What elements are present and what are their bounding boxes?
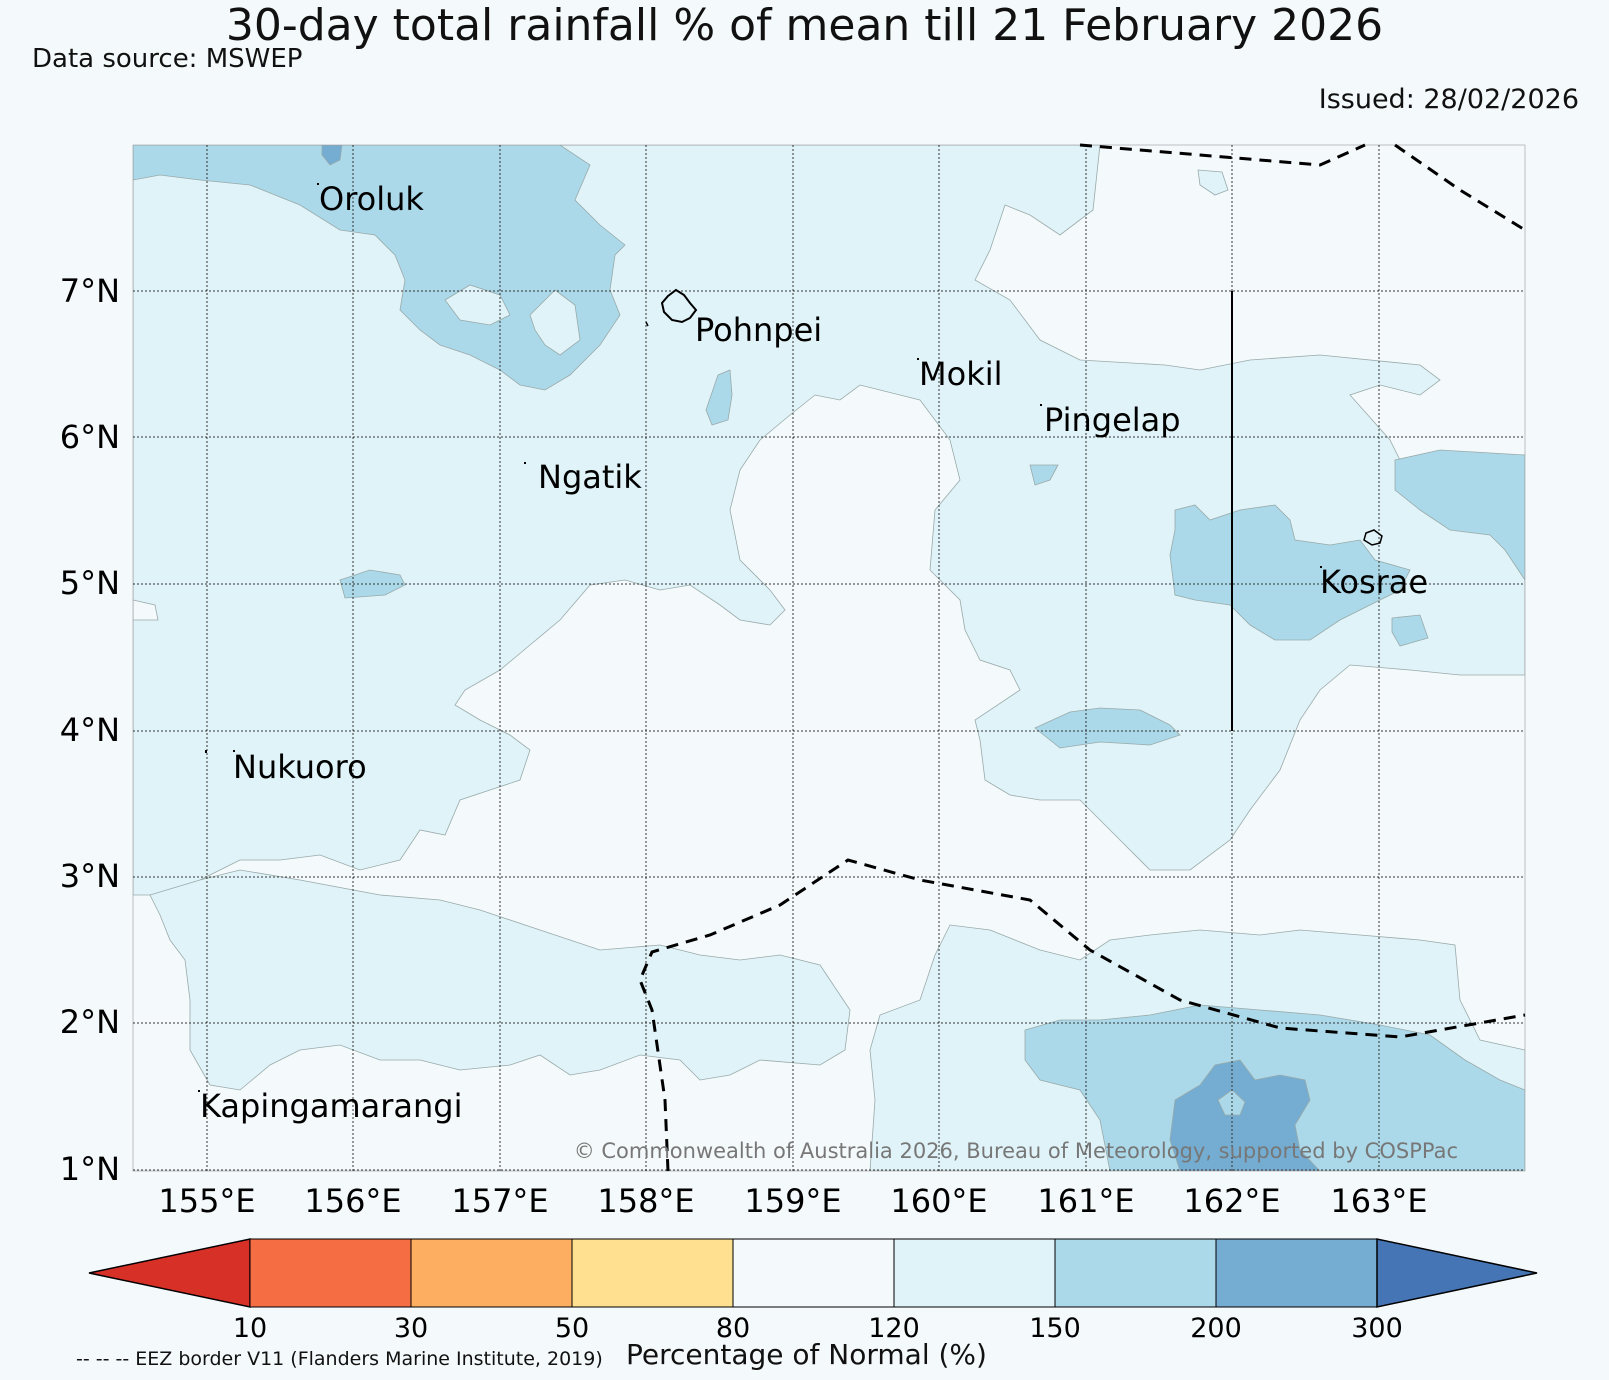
- place-marker: [524, 462, 526, 464]
- eez-legend-note: -- -- -- EEZ border V11 (Flanders Marine…: [76, 1348, 603, 1370]
- contour-120-150-west-speck: [133, 599, 159, 621]
- place-marker: [198, 1090, 200, 1092]
- colorbar-tick-label: 200: [1190, 1313, 1242, 1344]
- latitude-labels: 7°N 6°N 5°N 4°N 3°N 2°N 1°N: [60, 272, 120, 1188]
- longitude-labels: 155°E 156°E 157°E 158°E 159°E 160°E 161°…: [158, 1182, 1427, 1220]
- colorbar-tick-label: 120: [868, 1313, 920, 1344]
- place-markers: [198, 183, 1322, 1092]
- colorbar-tick-label: 10: [233, 1313, 267, 1344]
- lon-label: 158°E: [597, 1182, 694, 1220]
- colorbar-tick-label: 300: [1351, 1313, 1403, 1344]
- contour-120-150-north-speck: [1197, 169, 1229, 196]
- eez-border-south: [638, 858, 1526, 1172]
- lon-label: 157°E: [451, 1182, 548, 1220]
- place-label-ngatik: Ngatik: [538, 458, 642, 496]
- place-label-oroluk: Oroluk: [319, 180, 424, 218]
- colorbar-title: Percentage of Normal (%): [626, 1338, 987, 1371]
- place-marker: [1320, 566, 1322, 568]
- lat-label: 4°N: [60, 711, 120, 749]
- contour-150-200-4n-patch: [1034, 707, 1181, 749]
- contour-150-200-ngatik-patch: [339, 569, 406, 599]
- contour-200-300-north-speck: [321, 145, 343, 166]
- contour-150-200-oroluk: [133, 145, 626, 391]
- colorbar-segment: [571, 1238, 734, 1308]
- contour-150-200-east: [1394, 449, 1525, 581]
- contour-150-200-kosrae: [1169, 504, 1411, 641]
- place-marker: [317, 183, 319, 185]
- lat-label: 5°N: [60, 564, 120, 602]
- lat-label: 7°N: [60, 272, 120, 310]
- place-labels: Oroluk Pohnpei Mokil Pingelap Ngatik Kos…: [200, 180, 1428, 1125]
- place-marker: [233, 750, 235, 752]
- lon-label: 163°E: [1330, 1182, 1427, 1220]
- place-marker: [1040, 404, 1042, 406]
- colorbar-tick-label: 30: [394, 1313, 428, 1344]
- place-label-pohnpei: Pohnpei: [695, 311, 822, 349]
- contour-150-200-pingelap-patch: [1029, 464, 1059, 486]
- colorbar-arrow-high: [1376, 1238, 1538, 1308]
- lat-label: 1°N: [60, 1150, 120, 1188]
- contour-150-200-pohnpei-patch: [705, 369, 733, 426]
- plot-border: [132, 144, 1526, 1172]
- rainfall-contours: [133, 145, 1525, 1171]
- lon-label: 159°E: [744, 1182, 841, 1220]
- lon-label: 156°E: [304, 1182, 401, 1220]
- place-marker: [917, 358, 919, 360]
- colorbar-segment: [410, 1238, 573, 1308]
- colorbar-segment: [1215, 1238, 1378, 1308]
- colorbar-tick-label: 150: [1029, 1313, 1081, 1344]
- eez-border-north: [1079, 143, 1526, 232]
- lat-label: 3°N: [60, 857, 120, 895]
- colorbar-tick-label: 50: [555, 1313, 589, 1344]
- lat-label: 6°N: [60, 418, 120, 456]
- colorbar-segment: [732, 1238, 895, 1308]
- colorbar-segment: [249, 1238, 412, 1308]
- lon-label: 162°E: [1183, 1182, 1280, 1220]
- place-label-kapingamarangi: Kapingamarangi: [200, 1087, 462, 1125]
- place-marker: [205, 750, 207, 753]
- colorbar-arrow-low: [88, 1238, 251, 1308]
- contour-150-200-hole: [444, 284, 511, 326]
- data-source: Data source: MSWEP: [32, 44, 303, 74]
- colorbar-tick-label: 80: [716, 1313, 750, 1344]
- colorbar: 10 30 50 80 120 150 200 300: [88, 1238, 1538, 1344]
- eez-borders: [638, 143, 1526, 1172]
- contour-150-200-small-east: [1391, 614, 1429, 647]
- place-label-kosrae: Kosrae: [1320, 563, 1428, 601]
- copyright-credit: © Commonwealth of Australia 2026, Bureau…: [574, 1139, 1458, 1163]
- contour-150-200-hole2: [529, 289, 581, 356]
- colorbar-segment: [1054, 1238, 1217, 1308]
- lon-label: 161°E: [1037, 1182, 1134, 1220]
- island-speck: [645, 321, 649, 327]
- issued-date: Issued: 28/02/2026: [1318, 84, 1579, 115]
- pohnpei-island-shape: [660, 288, 698, 324]
- kosrae-island-shape: [1363, 529, 1383, 546]
- lon-label: 160°E: [890, 1182, 987, 1220]
- contour-200-300-southeast: [1169, 1059, 1321, 1171]
- map-title: 30-day total rainfall % of mean till 21 …: [225, 0, 1384, 51]
- lat-label: 2°N: [60, 1003, 120, 1041]
- place-label-nukuoro: Nukuoro: [233, 748, 367, 786]
- lon-label: 155°E: [158, 1182, 255, 1220]
- place-label-mokil: Mokil: [919, 355, 1003, 393]
- contour-120-150-south: [149, 869, 851, 1091]
- colorbar-segment: [893, 1238, 1056, 1308]
- place-label-pingelap: Pingelap: [1044, 401, 1181, 439]
